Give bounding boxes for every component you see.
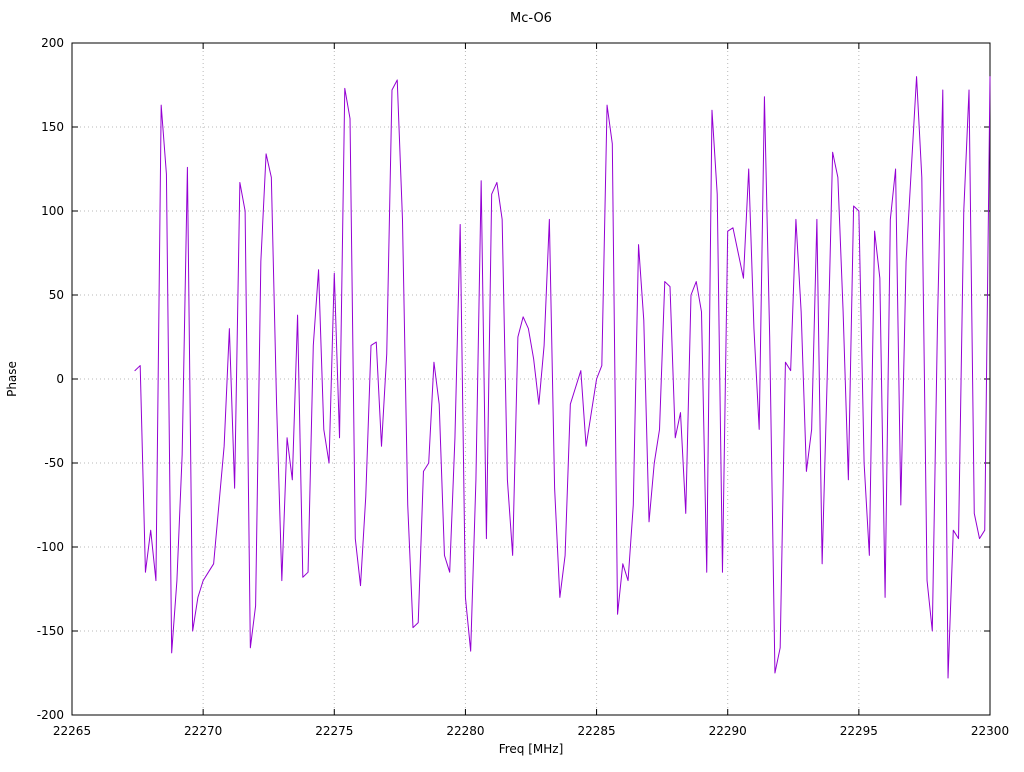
y-tick-label: 200 [41, 36, 64, 50]
y-tick-label: 100 [41, 204, 64, 218]
y-tick-label: -50 [44, 456, 64, 470]
x-tick-label: 22280 [446, 724, 484, 738]
x-tick-label: 22275 [315, 724, 353, 738]
y-axis-label: Phase [5, 361, 19, 397]
grid-layer [72, 43, 990, 715]
x-tick-label: 22290 [709, 724, 747, 738]
x-tick-label: 22300 [971, 724, 1009, 738]
series-layer [134, 76, 991, 679]
y-tick-label: -150 [37, 624, 64, 638]
x-axis-label: Freq [MHz] [499, 742, 564, 756]
x-tick-label: 22295 [840, 724, 878, 738]
x-tick-label: 22265 [53, 724, 91, 738]
y-tick-label: 150 [41, 120, 64, 134]
tick-label-layer: 22265 22270 22275 22280 22285 22290 22295 22300… [37, 36, 1009, 738]
x-tick-label: 22270 [184, 724, 222, 738]
x-tick-label: 22285 [577, 724, 615, 738]
chart-title: Mc-O6 [510, 11, 552, 26]
y-tick-label: -200 [37, 708, 64, 722]
plot-border [71, 42, 991, 716]
phase-line [134, 76, 991, 679]
y-tick-label: 0 [56, 372, 64, 386]
y-tick-label: -100 [37, 540, 64, 554]
y-tick-label: 50 [49, 288, 64, 302]
